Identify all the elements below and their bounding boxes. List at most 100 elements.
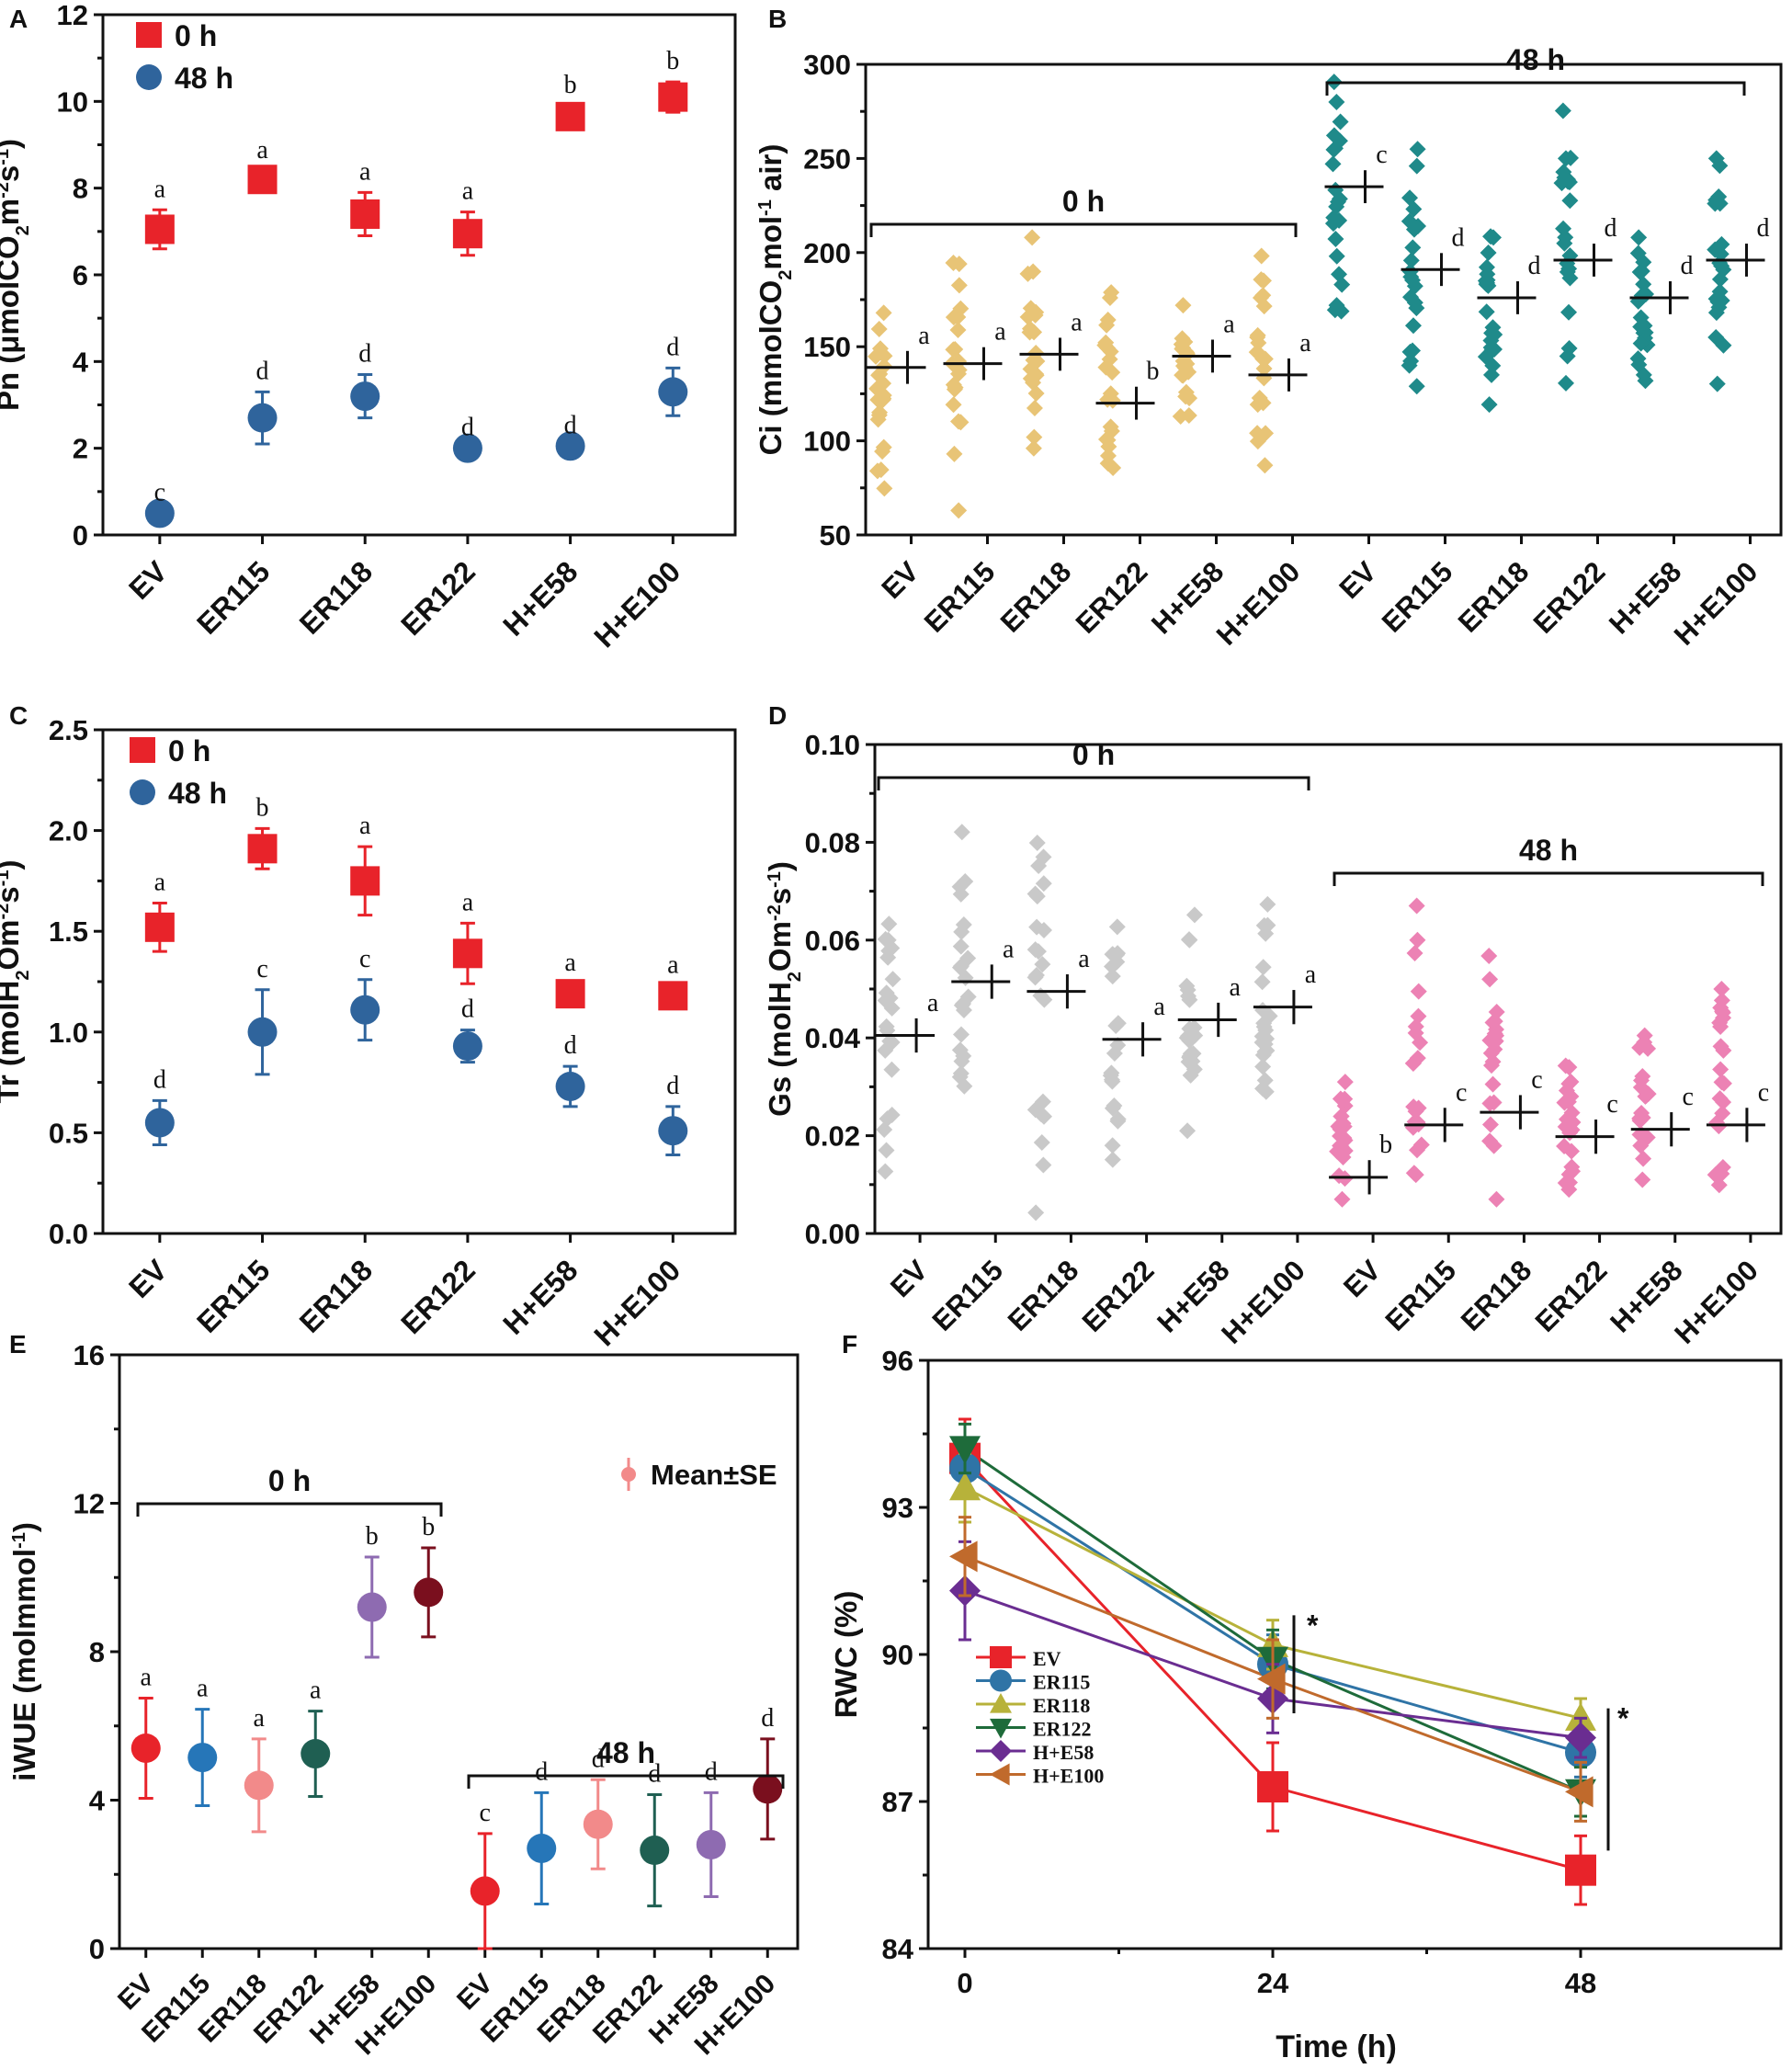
data-point — [956, 1077, 973, 1095]
significance-letter: a — [310, 1677, 322, 1705]
significance-letter: a — [141, 1663, 153, 1691]
data-point — [1565, 1722, 1596, 1754]
x-tick-label: ER118 — [1002, 1254, 1085, 1337]
significance-letter: b — [422, 1513, 435, 1541]
panel-label-a: A — [9, 5, 28, 33]
x-tick-label: H+E100 — [1668, 555, 1764, 652]
data-point — [1034, 956, 1051, 973]
data-point — [1336, 1074, 1354, 1091]
data-point — [1254, 287, 1272, 304]
x-tick-label: ER115 — [1379, 1254, 1463, 1337]
data-point — [1713, 992, 1730, 1009]
legend-label: Mean±SE — [651, 1459, 777, 1491]
data-point — [950, 277, 968, 294]
data-point — [1639, 1040, 1657, 1057]
x-tick-label: EV — [451, 1969, 499, 2017]
data-point — [945, 396, 962, 414]
data-point — [1025, 439, 1042, 457]
y-tick-label: 90 — [882, 1639, 913, 1671]
y-tick-label: 0.0 — [49, 1218, 88, 1250]
data-point — [952, 414, 970, 431]
data-point — [1334, 1148, 1352, 1165]
data-point — [1032, 1105, 1049, 1122]
data-point — [959, 949, 977, 967]
significance-letter: b — [256, 793, 269, 822]
data-point — [1106, 1097, 1123, 1114]
data-point — [1024, 229, 1041, 246]
data-point — [1713, 981, 1730, 997]
legend-label: ER115 — [1033, 1671, 1090, 1694]
x-tick-label: ER115 — [190, 1253, 276, 1338]
data-point — [1480, 948, 1498, 965]
x-tick-label: ER122 — [1527, 555, 1612, 640]
x-tick-label: 24 — [1257, 1967, 1289, 1999]
data-point — [1557, 1057, 1574, 1074]
data-point — [470, 1876, 500, 1906]
data-point — [1104, 1151, 1121, 1168]
data-point — [1404, 239, 1422, 256]
legend-label: ER122 — [1033, 1718, 1092, 1741]
x-tick-label: EV — [1337, 1254, 1387, 1303]
data-point — [1561, 192, 1579, 210]
data-point — [1715, 336, 1732, 354]
legend-label: 48 h — [168, 777, 227, 810]
legend-marker — [990, 1740, 1012, 1762]
data-point — [1332, 1090, 1349, 1108]
legend-marker — [990, 1718, 1012, 1739]
data-point — [874, 443, 891, 460]
data-point — [1711, 1090, 1729, 1108]
data-point — [1255, 298, 1273, 315]
data-point — [247, 403, 278, 433]
data-point — [1562, 149, 1580, 166]
y-tick-label: 16 — [74, 1339, 105, 1371]
y-tick-label: 84 — [882, 1933, 914, 1965]
data-point — [1177, 388, 1195, 405]
data-point — [452, 938, 482, 969]
data-point — [945, 255, 962, 272]
data-point — [555, 979, 585, 1009]
group-bracket — [869, 222, 1298, 237]
data-point — [1565, 1702, 1596, 1731]
data-point — [350, 866, 380, 896]
data-point — [1410, 217, 1427, 234]
data-point — [1179, 987, 1197, 1005]
data-point — [1401, 263, 1419, 280]
significance-letter: d — [1452, 223, 1465, 252]
significance-letter: c — [1456, 1078, 1467, 1107]
legend-label: 48 h — [175, 62, 233, 95]
data-point — [658, 981, 688, 1011]
data-point — [1401, 189, 1419, 207]
significance-letter: a — [1299, 329, 1311, 358]
data-point — [1180, 406, 1197, 424]
x-tick-label: ER122 — [394, 554, 482, 642]
data-point — [1486, 1040, 1503, 1058]
significance-letter: a — [994, 318, 1006, 347]
significance-letter: c — [1683, 1083, 1694, 1111]
x-tick-label: ER118 — [1455, 1254, 1538, 1337]
data-point — [640, 1836, 670, 1866]
data-point — [1631, 264, 1649, 281]
y-tick-label: 0 — [89, 1933, 105, 1965]
group-bracket-label: 48 h — [1506, 43, 1565, 76]
data-point — [1332, 113, 1349, 131]
significance-letter: d — [358, 339, 371, 368]
data-point — [301, 1739, 331, 1769]
data-point — [1324, 155, 1342, 173]
x-tick-label: H+E100 — [1210, 555, 1307, 652]
x-tick-label: ER118 — [293, 1253, 379, 1338]
x-tick-label: H+E100 — [1215, 1254, 1311, 1350]
data-point — [1482, 228, 1500, 245]
significance-letter: b — [564, 71, 577, 99]
data-point — [1179, 1122, 1197, 1140]
significance-letter: a — [564, 949, 576, 977]
significance-letter: c — [1606, 1090, 1617, 1119]
data-point — [658, 1116, 688, 1146]
data-point — [883, 999, 901, 1017]
data-point — [1485, 1137, 1503, 1154]
data-point — [1565, 1776, 1594, 1808]
group-bracket — [467, 1774, 785, 1789]
data-point — [1488, 1020, 1505, 1038]
data-point — [1254, 959, 1272, 976]
data-point — [1488, 1190, 1505, 1208]
data-point — [884, 971, 902, 988]
